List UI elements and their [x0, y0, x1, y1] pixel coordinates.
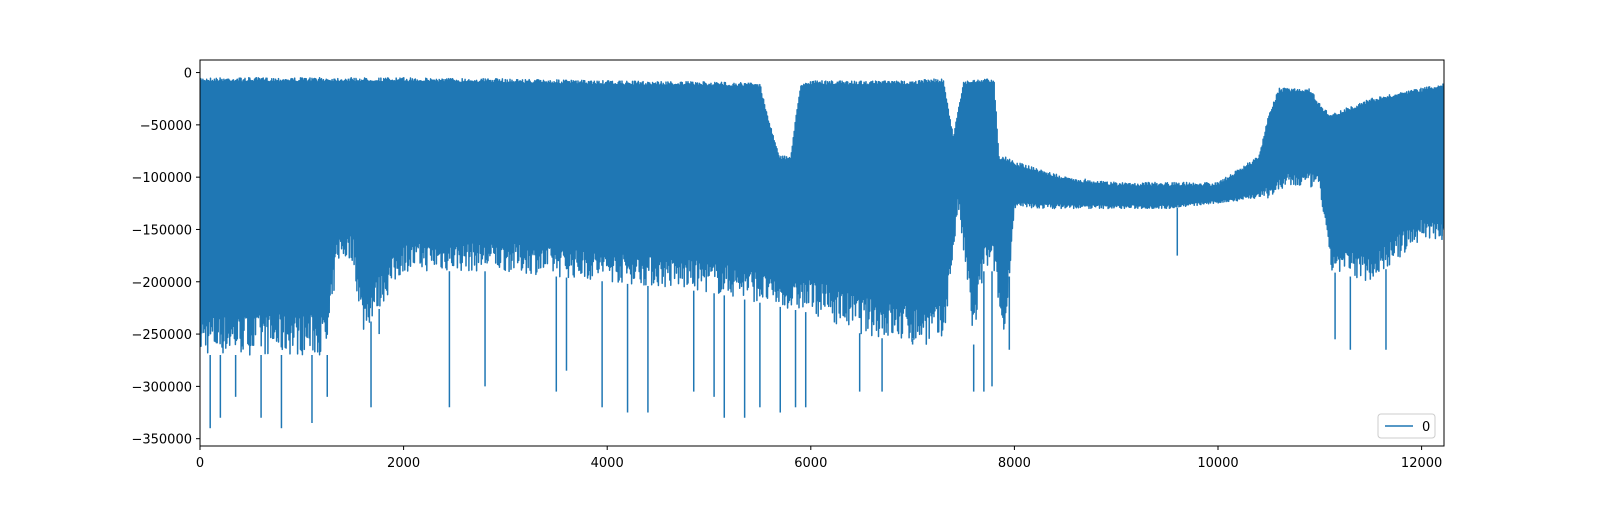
- y-tick-label: −300000: [131, 380, 192, 395]
- y-tick-label: −350000: [131, 433, 192, 448]
- legend: 0: [1377, 413, 1436, 439]
- x-tick-label: 4000: [591, 456, 624, 471]
- y-tick-label: −250000: [131, 328, 192, 343]
- series-0-line: [200, 77, 1444, 356]
- y-tick-label: −50000: [140, 119, 192, 134]
- plot-frame: [199, 59, 1445, 447]
- y-axis: 0 −50000 −100000 −150000 −200000 −250000 −3000…: [131, 67, 200, 448]
- x-tick-label: 0: [196, 456, 204, 471]
- y-tick-label: −150000: [131, 223, 192, 238]
- y-tick-label: −200000: [131, 276, 192, 291]
- x-tick-label: 6000: [794, 456, 827, 471]
- series-layer: [200, 77, 1444, 429]
- y-tick-label: 0: [184, 67, 192, 82]
- x-tick-label: 2000: [387, 456, 420, 471]
- x-tick-label: 8000: [998, 456, 1031, 471]
- x-tick-label: 12000: [1401, 456, 1442, 471]
- y-tick-label: −100000: [131, 171, 192, 186]
- legend-label: 0: [1422, 420, 1430, 435]
- x-axis: 0 2000 4000 6000 8000 10000 12000: [196, 446, 1442, 471]
- x-tick-label: 10000: [1197, 456, 1238, 471]
